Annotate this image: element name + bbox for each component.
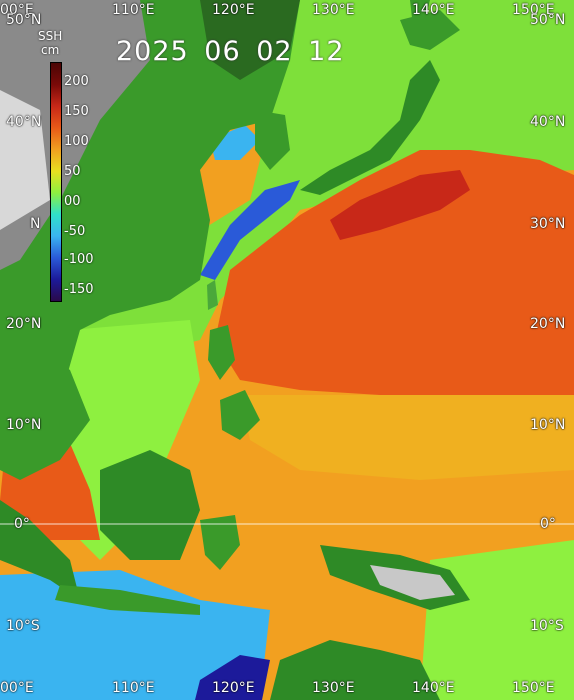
land-asia-snow bbox=[0, 90, 50, 230]
colorbar-tick: -50 bbox=[64, 224, 86, 239]
lon-label-top: 110°E bbox=[112, 2, 155, 18]
land-taiwan bbox=[207, 280, 218, 310]
lat-label-left: 40°N bbox=[6, 114, 42, 130]
lon-label-top: 130°E bbox=[312, 2, 355, 18]
lat-label-left: 10°S bbox=[6, 618, 40, 634]
equatorial-yellow bbox=[240, 395, 574, 480]
lat-label-left: 0° bbox=[14, 516, 30, 532]
lat-label-right: 50°N bbox=[530, 12, 566, 28]
land-java bbox=[55, 585, 200, 615]
lat-label-right: 10°S bbox=[530, 618, 564, 634]
lon-label-top: 00°E bbox=[0, 2, 34, 18]
lat-label-right: 0° bbox=[540, 516, 556, 532]
land-australia bbox=[270, 640, 440, 700]
lat-label-right: 30°N bbox=[530, 216, 566, 232]
lon-label-top: 140°E bbox=[412, 2, 455, 18]
south-cold bbox=[0, 570, 270, 700]
lon-label-bottom: 150°E bbox=[512, 680, 555, 696]
lon-label-top: 150°E bbox=[512, 2, 555, 18]
warm-pool-core bbox=[330, 170, 470, 240]
colorbar-tick: 00 bbox=[64, 194, 81, 209]
colorbar-title: SSH cm bbox=[38, 29, 62, 57]
colorbar-tick: 200 bbox=[64, 74, 89, 89]
lat-label-left: 50°N bbox=[6, 12, 42, 28]
colorbar bbox=[50, 62, 62, 302]
se-green bbox=[420, 540, 574, 700]
lon-label-bottom: 120°E bbox=[212, 680, 255, 696]
land-ng-high bbox=[370, 565, 455, 600]
colorbar-unit: cm bbox=[40, 43, 60, 57]
lon-label-top: 120°E bbox=[212, 2, 255, 18]
lat-label-right: 20°N bbox=[530, 316, 566, 332]
land-mindanao bbox=[220, 390, 260, 440]
lat-label-left: N bbox=[30, 216, 41, 232]
colorbar-tick: -150 bbox=[64, 282, 94, 297]
land-korea bbox=[255, 110, 290, 170]
land-mountains-east bbox=[200, 0, 300, 80]
land-borneo bbox=[100, 450, 200, 560]
land-luzon bbox=[208, 325, 235, 380]
lat-label-left: 20°N bbox=[6, 316, 42, 332]
land-sakhalin bbox=[410, 0, 430, 20]
colorbar-variable: SSH bbox=[38, 29, 63, 43]
date-label: 2025 06 02 12 bbox=[116, 36, 345, 67]
yellow-sea-cold bbox=[210, 125, 260, 160]
land-hokkaido bbox=[400, 10, 460, 50]
lon-label-bottom: 140°E bbox=[412, 680, 455, 696]
lon-label-bottom: 130°E bbox=[312, 680, 355, 696]
land-sulawesi bbox=[200, 515, 240, 570]
lat-label-right: 40°N bbox=[530, 114, 566, 130]
warm-pool bbox=[215, 150, 574, 400]
kuroshio-cold bbox=[200, 180, 300, 280]
colorbar-tick: 150 bbox=[64, 104, 89, 119]
lat-label-right: 10°N bbox=[530, 417, 566, 433]
colorbar-tick: 50 bbox=[64, 164, 81, 179]
land-indochina bbox=[0, 350, 90, 480]
land-japan bbox=[300, 60, 440, 195]
south-cold-core bbox=[195, 655, 270, 700]
lat-label-left: 10°N bbox=[6, 417, 42, 433]
colorbar-tick: 100 bbox=[64, 134, 89, 149]
lon-label-bottom: 110°E bbox=[112, 680, 155, 696]
land-malay bbox=[0, 500, 80, 600]
colorbar-tick: -100 bbox=[64, 252, 94, 267]
lon-label-bottom: 00°E bbox=[0, 680, 34, 696]
